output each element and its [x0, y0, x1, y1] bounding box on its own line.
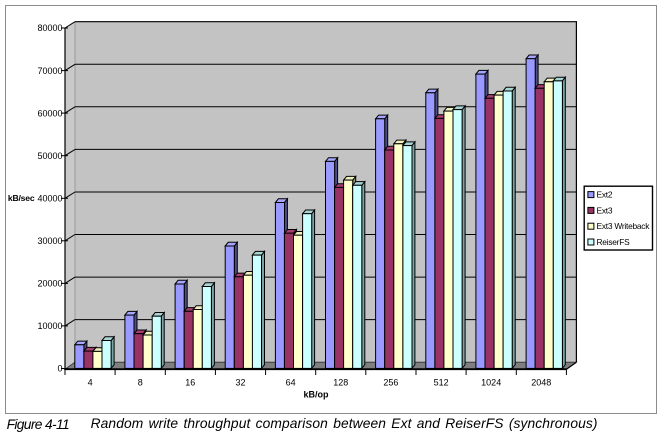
svg-text:8: 8: [138, 378, 143, 388]
svg-text:64: 64: [286, 378, 296, 388]
svg-text:kB/sec: kB/sec: [8, 193, 35, 203]
svg-text:16: 16: [185, 378, 195, 388]
svg-text:256: 256: [383, 378, 398, 388]
svg-text:2048: 2048: [531, 378, 551, 388]
svg-text:1024: 1024: [481, 378, 501, 388]
svg-text:128: 128: [333, 378, 348, 388]
svg-text:30000: 30000: [37, 236, 62, 246]
svg-text:0: 0: [57, 364, 62, 374]
svg-text:80000: 80000: [37, 23, 62, 33]
svg-text:10000: 10000: [37, 321, 62, 331]
svg-text:Ext2: Ext2: [597, 190, 613, 200]
svg-text:Ext3 Writeback: Ext3 Writeback: [597, 221, 651, 231]
svg-text:512: 512: [434, 378, 449, 388]
svg-text:70000: 70000: [37, 66, 62, 76]
svg-text:4: 4: [88, 378, 93, 388]
svg-text:40000: 40000: [37, 194, 62, 204]
svg-text:20000: 20000: [37, 279, 62, 289]
svg-text:60000: 60000: [37, 108, 62, 118]
svg-text:kB/op: kB/op: [303, 390, 329, 400]
svg-text:50000: 50000: [37, 151, 62, 161]
svg-text:ReiserFS: ReiserFS: [597, 237, 631, 247]
svg-text:Ext3: Ext3: [597, 205, 613, 215]
svg-text:32: 32: [235, 378, 245, 388]
